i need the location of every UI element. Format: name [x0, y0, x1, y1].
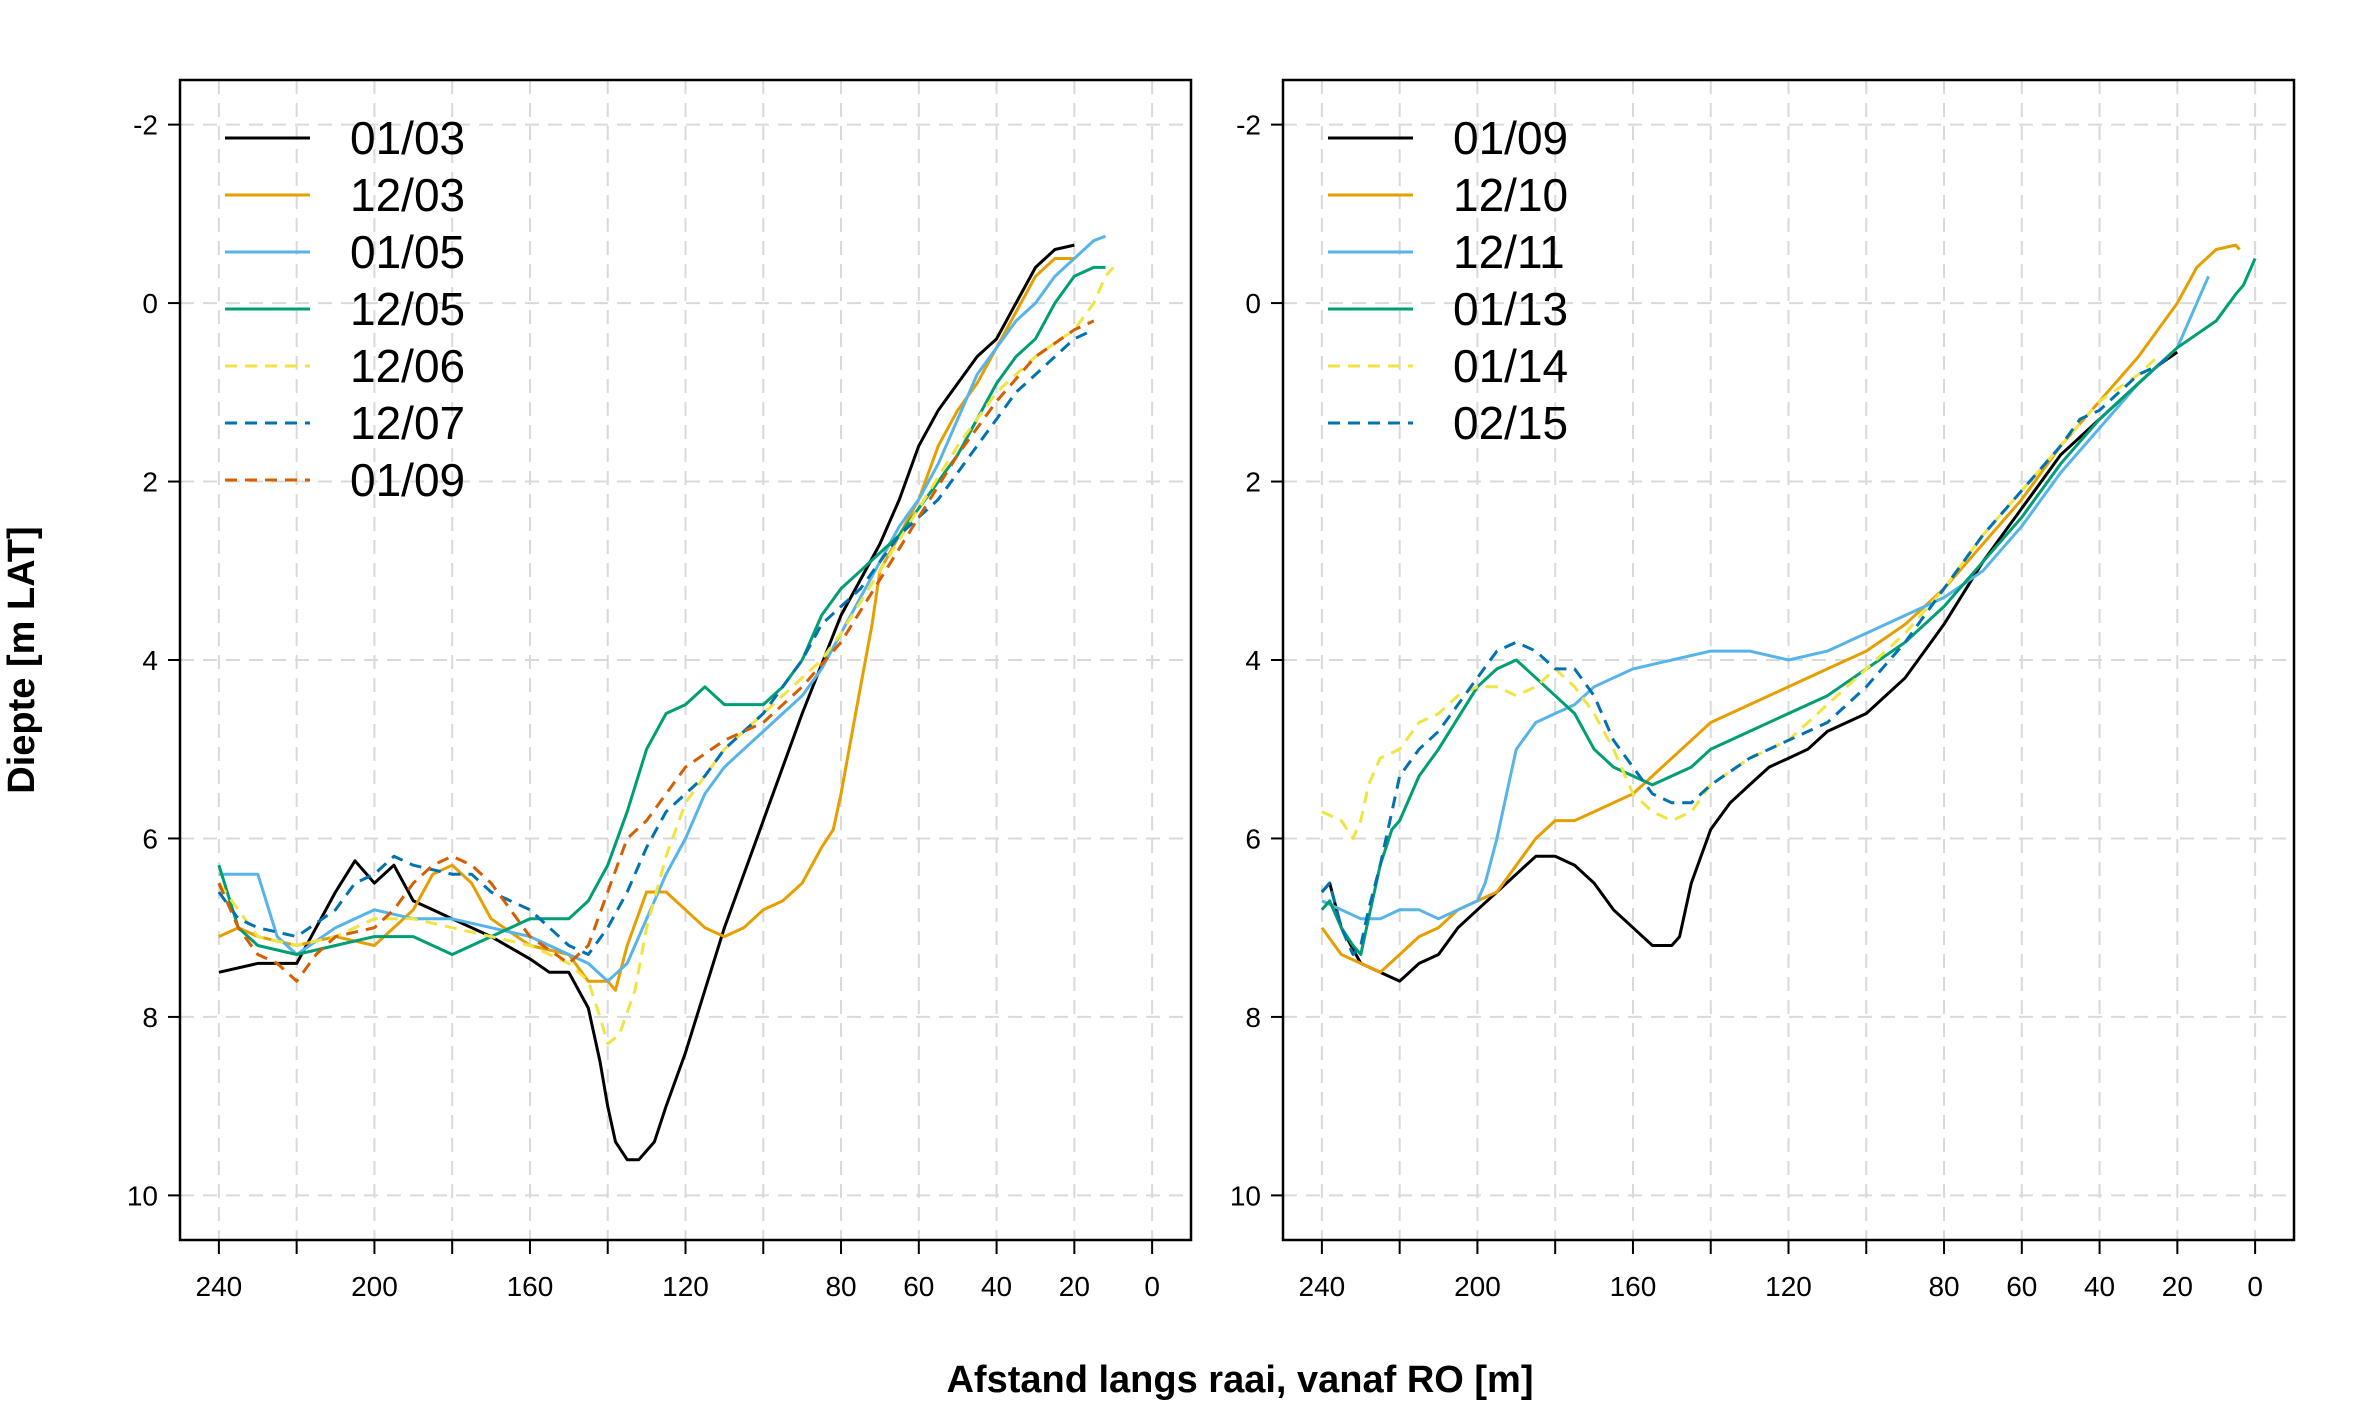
- x-tick-label: 240: [196, 1271, 243, 1302]
- legend-label: 01/13: [1453, 283, 1568, 335]
- y-tick-label: 6: [142, 823, 158, 854]
- x-tick-label: 60: [903, 1271, 934, 1302]
- legend-label: 12/10: [1453, 169, 1568, 221]
- x-tick-label: 200: [1454, 1271, 1501, 1302]
- y-tick-label: 4: [1245, 645, 1261, 676]
- y-tick-label: 0: [1245, 288, 1261, 319]
- y-tick-label: 2: [1245, 467, 1261, 498]
- series-line-01-09: [1320, 350, 2179, 983]
- legend-label: 12/07: [350, 397, 465, 449]
- x-axis-title: Afstand langs raai, vanaf RO [m]: [946, 1359, 1533, 1401]
- y-tick-label: 0: [142, 288, 158, 319]
- series-line-01-03: [218, 243, 1075, 1162]
- x-tick-label: 160: [507, 1271, 554, 1302]
- x-tick-label: 120: [1765, 1271, 1812, 1302]
- grid: [1283, 80, 2294, 1240]
- x-tick-label: 240: [1299, 1271, 1346, 1302]
- legend-label: 12/03: [350, 169, 465, 221]
- series-line-01-05: [218, 234, 1107, 983]
- series-group: [1320, 243, 2257, 983]
- x-tick-label: 40: [981, 1271, 1012, 1302]
- y-tick-label: 8: [1245, 1002, 1261, 1033]
- legend-label: 01/14: [1453, 340, 1568, 392]
- series-line-02-15: [1320, 355, 2171, 956]
- legend-label: 01/03: [350, 112, 465, 164]
- y-tick-label: 10: [1230, 1180, 1261, 1211]
- y-tick-label: 4: [142, 645, 158, 676]
- x-tick-label: 80: [825, 1271, 856, 1302]
- y-tick-label: 2: [142, 467, 158, 498]
- series-group: [217, 234, 1115, 1162]
- series-line-12-07: [217, 328, 1095, 956]
- x-tick-label: 20: [1059, 1271, 1090, 1302]
- x-tick-label: 120: [662, 1271, 709, 1302]
- y-tick-label: -2: [1236, 110, 1261, 141]
- x-tick-label: 0: [1144, 1271, 1160, 1302]
- grid: [180, 80, 1191, 1240]
- series-line-01-09: [217, 319, 1095, 983]
- x-tick-label: 200: [351, 1271, 398, 1302]
- x-tick-label: 160: [1610, 1271, 1657, 1302]
- x-tick-label: 20: [2162, 1271, 2193, 1302]
- y-tick-label: 8: [142, 1002, 158, 1033]
- legend-label: 12/11: [1453, 226, 1565, 278]
- x-tick-label: 60: [2006, 1271, 2037, 1302]
- series-line-12-05: [217, 265, 1106, 956]
- legend-label: 02/15: [1453, 397, 1568, 449]
- y-tick-label: 6: [1245, 823, 1261, 854]
- legend-label: 12/05: [350, 283, 465, 335]
- legend-label: 01/09: [1453, 112, 1568, 164]
- series-line-12-03: [218, 257, 1075, 992]
- x-tick-label: 40: [2084, 1271, 2115, 1302]
- x-tick-label: 80: [1928, 1271, 1959, 1302]
- y-axis-title: Diepte [m LAT]: [1, 526, 43, 793]
- series-line-12-11: [1321, 275, 2210, 921]
- legend-label: 01/09: [350, 454, 465, 506]
- legend-label: 12/06: [350, 340, 465, 392]
- y-tick-label: 10: [127, 1180, 158, 1211]
- legend-label: 01/05: [350, 226, 465, 278]
- x-tick-label: 0: [2247, 1271, 2263, 1302]
- y-tick-label: -2: [133, 110, 158, 141]
